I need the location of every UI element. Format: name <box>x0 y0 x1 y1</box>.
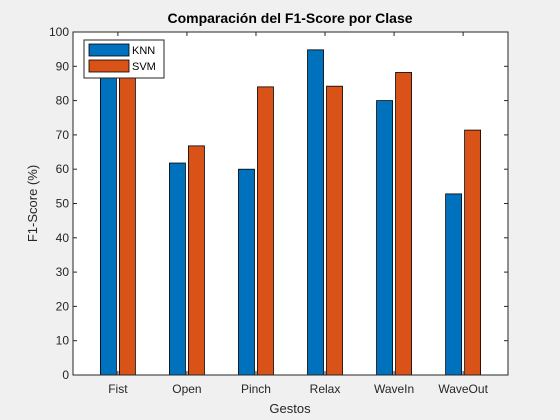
legend-label-knn: KNN <box>132 45 155 57</box>
bar-knn-open <box>169 162 186 376</box>
y-tick-label: 70 <box>56 128 70 142</box>
bar-svm-waveout <box>464 129 482 376</box>
y-tick-label: 80 <box>56 94 70 108</box>
y-tick-label: 30 <box>56 265 70 279</box>
bar-knn-relax <box>307 49 324 376</box>
legend: KNN SVM <box>83 39 165 79</box>
y-tick-label: 60 <box>56 162 70 176</box>
y-tick-label: 50 <box>56 197 70 211</box>
x-tick-label: Open <box>172 382 201 396</box>
y-tick-label: 0 <box>62 368 69 382</box>
bar-knn-pinch <box>238 168 255 376</box>
legend-swatch-knn <box>88 43 130 57</box>
bar-knn-wavein <box>376 100 393 376</box>
y-tick-label: 100 <box>49 25 69 39</box>
x-tick-label: WaveIn <box>374 382 414 396</box>
x-tick-label: WaveOut <box>438 382 488 396</box>
x-axis-label: Gestos <box>269 401 311 416</box>
bar-knn-fist <box>99 69 117 376</box>
x-tick-label: Fist <box>108 382 128 396</box>
plot-area <box>73 32 508 375</box>
y-tick-label: 20 <box>56 299 70 313</box>
legend-label-svm: SVM <box>132 61 156 73</box>
bars-layer <box>99 49 482 376</box>
bar-knn-waveout <box>445 193 463 376</box>
bar-svm-relax <box>326 85 343 376</box>
chart-title: Comparación del F1-Score por Clase <box>167 10 412 26</box>
x-tick-label: Pinch <box>241 382 271 396</box>
y-tick-label: 10 <box>56 334 70 348</box>
bar-svm-fist <box>118 69 136 376</box>
x-tick-label: Relax <box>310 382 341 396</box>
bar-svm-open <box>188 145 205 376</box>
y-tick-label: 90 <box>56 59 70 73</box>
y-axis-label: F1-Score (%) <box>25 165 40 242</box>
legend-swatch-svm <box>88 59 130 73</box>
y-tick-label: 40 <box>56 231 70 245</box>
ticks-layer: 0 10 20 30 40 50 60 70 80 90 100 Fist Open Pinch Relax… <box>49 25 508 396</box>
bar-svm-pinch <box>257 86 274 376</box>
bar-svm-wavein <box>395 72 412 376</box>
